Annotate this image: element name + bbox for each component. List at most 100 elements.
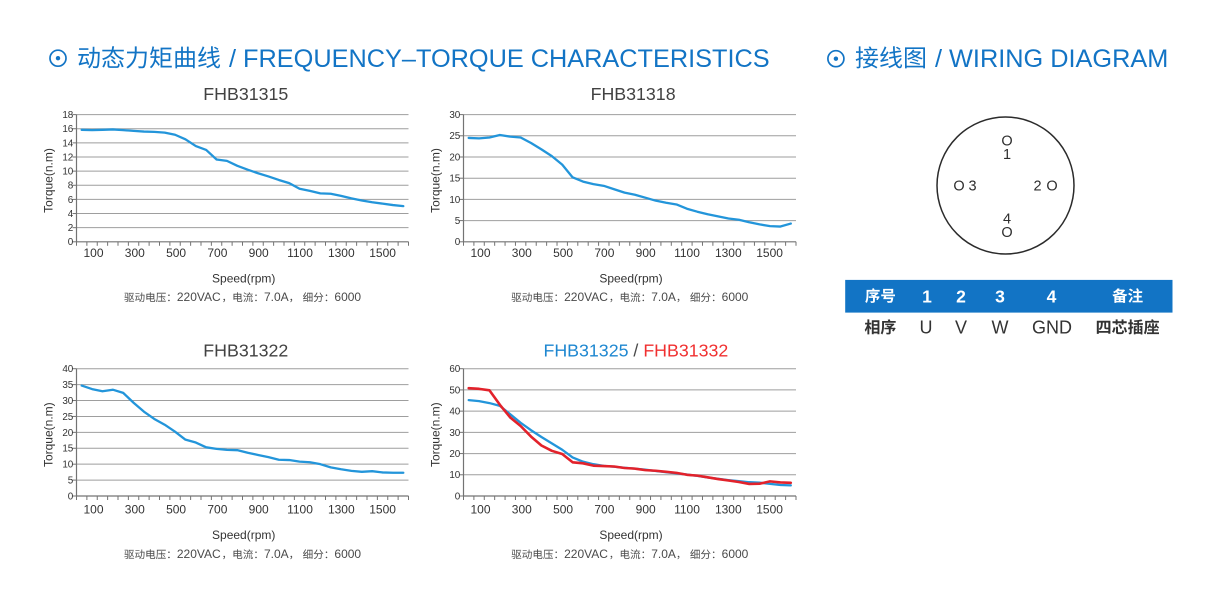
svg-text:500: 500 — [166, 246, 186, 260]
svg-text:1500: 1500 — [756, 246, 783, 260]
svg-text:3: 3 — [995, 287, 1005, 307]
svg-text:15: 15 — [449, 174, 460, 185]
svg-text:Speed(rpm): Speed(rpm) — [599, 271, 662, 285]
svg-text:300: 300 — [125, 246, 145, 260]
svg-text:10: 10 — [449, 470, 460, 481]
svg-text:900: 900 — [636, 246, 656, 260]
svg-text:0: 0 — [455, 491, 461, 502]
svg-text:220VAC: 220VAC — [564, 547, 608, 561]
svg-text:1: 1 — [922, 287, 932, 307]
svg-text:5: 5 — [455, 216, 461, 227]
svg-text:FHB31315: FHB31315 — [203, 84, 288, 104]
svg-text:6000: 6000 — [722, 547, 749, 561]
svg-text:2: 2 — [1033, 178, 1041, 194]
svg-text:20: 20 — [449, 449, 460, 460]
svg-text:4: 4 — [68, 209, 74, 220]
svg-text:100: 100 — [470, 503, 490, 517]
svg-text:1500: 1500 — [369, 503, 396, 517]
svg-text:3: 3 — [968, 178, 976, 194]
svg-text:1100: 1100 — [287, 503, 313, 517]
svg-text:2: 2 — [68, 223, 74, 234]
svg-text:220VAC: 220VAC — [177, 547, 221, 561]
svg-text:2: 2 — [956, 287, 966, 307]
svg-text:16: 16 — [62, 124, 73, 135]
svg-text:O: O — [1001, 225, 1012, 241]
svg-text:/ WIRING DIAGRAM: / WIRING DIAGRAM — [935, 45, 1168, 73]
svg-text:700: 700 — [594, 246, 614, 260]
svg-text:/ FREQUENCY–TORQUE CHARACTERIS: / FREQUENCY–TORQUE CHARACTERISTICS — [229, 45, 770, 73]
svg-text:V: V — [955, 318, 967, 338]
svg-text:100: 100 — [470, 246, 490, 260]
svg-text:W: W — [992, 318, 1009, 338]
svg-text:1: 1 — [1003, 147, 1011, 163]
svg-text:Speed(rpm): Speed(rpm) — [212, 528, 275, 542]
svg-text:10: 10 — [449, 195, 460, 206]
svg-text:1300: 1300 — [328, 503, 355, 517]
svg-text:Torque(n.m): Torque(n.m) — [429, 402, 443, 467]
svg-text:FHB31322: FHB31322 — [203, 340, 288, 360]
svg-text:1300: 1300 — [715, 246, 742, 260]
svg-text:1500: 1500 — [756, 503, 783, 517]
svg-text:14: 14 — [62, 138, 73, 149]
svg-text:700: 700 — [207, 503, 227, 517]
svg-text:10: 10 — [62, 167, 73, 178]
svg-text:0: 0 — [68, 491, 74, 502]
svg-text:O: O — [953, 178, 964, 194]
svg-text:25: 25 — [62, 412, 73, 423]
svg-text:30: 30 — [449, 110, 460, 121]
svg-text:1100: 1100 — [674, 503, 700, 517]
svg-text:Torque(n.m): Torque(n.m) — [42, 148, 56, 213]
svg-text:500: 500 — [553, 246, 573, 260]
svg-text:7.0A: 7.0A — [651, 290, 676, 304]
svg-text:6: 6 — [68, 195, 74, 206]
svg-text:Speed(rpm): Speed(rpm) — [599, 528, 662, 542]
svg-text:500: 500 — [166, 503, 186, 517]
svg-text:U: U — [920, 318, 933, 338]
svg-text:900: 900 — [636, 503, 656, 517]
svg-text:100: 100 — [83, 503, 103, 517]
svg-text:6000: 6000 — [334, 547, 361, 561]
svg-text:500: 500 — [553, 503, 573, 517]
svg-text:35: 35 — [62, 380, 73, 391]
svg-text:25: 25 — [449, 131, 460, 142]
svg-text:50: 50 — [449, 385, 460, 396]
svg-text:O: O — [1001, 134, 1012, 150]
svg-text:100: 100 — [83, 246, 103, 260]
svg-text:30: 30 — [449, 428, 460, 439]
svg-text:1100: 1100 — [287, 246, 313, 260]
svg-text:1500: 1500 — [369, 246, 396, 260]
svg-text:300: 300 — [125, 503, 145, 517]
svg-text:GND: GND — [1032, 318, 1072, 338]
svg-text:7.0A: 7.0A — [264, 547, 289, 561]
svg-text:FHB31325 / FHB31332: FHB31325 / FHB31332 — [543, 340, 728, 360]
svg-text:220VAC: 220VAC — [177, 290, 221, 304]
svg-text:40: 40 — [62, 364, 73, 375]
svg-text:1300: 1300 — [715, 503, 742, 517]
svg-text:60: 60 — [449, 364, 460, 375]
svg-text:10: 10 — [62, 460, 73, 471]
svg-text:1300: 1300 — [328, 246, 355, 260]
svg-text:30: 30 — [62, 396, 73, 407]
svg-text:300: 300 — [512, 503, 532, 517]
svg-text:7.0A: 7.0A — [264, 290, 289, 304]
svg-text:Torque(n.m): Torque(n.m) — [429, 148, 443, 213]
svg-text:18: 18 — [62, 110, 73, 121]
svg-text:12: 12 — [62, 152, 73, 163]
svg-text:6000: 6000 — [334, 290, 361, 304]
svg-text:FHB31318: FHB31318 — [591, 84, 676, 104]
svg-text:6000: 6000 — [722, 290, 749, 304]
svg-text:0: 0 — [455, 237, 461, 248]
svg-text:O: O — [1046, 178, 1057, 194]
svg-text:220VAC: 220VAC — [564, 290, 608, 304]
svg-text:900: 900 — [249, 503, 269, 517]
svg-text:40: 40 — [449, 407, 460, 418]
svg-text:300: 300 — [512, 246, 532, 260]
svg-text:900: 900 — [249, 246, 269, 260]
svg-text:700: 700 — [594, 503, 614, 517]
svg-text:7.0A: 7.0A — [651, 547, 676, 561]
svg-text:4: 4 — [1003, 211, 1011, 227]
svg-text:8: 8 — [68, 181, 74, 192]
svg-text:5: 5 — [68, 475, 74, 486]
svg-text:1100: 1100 — [674, 246, 700, 260]
svg-text:700: 700 — [207, 246, 227, 260]
